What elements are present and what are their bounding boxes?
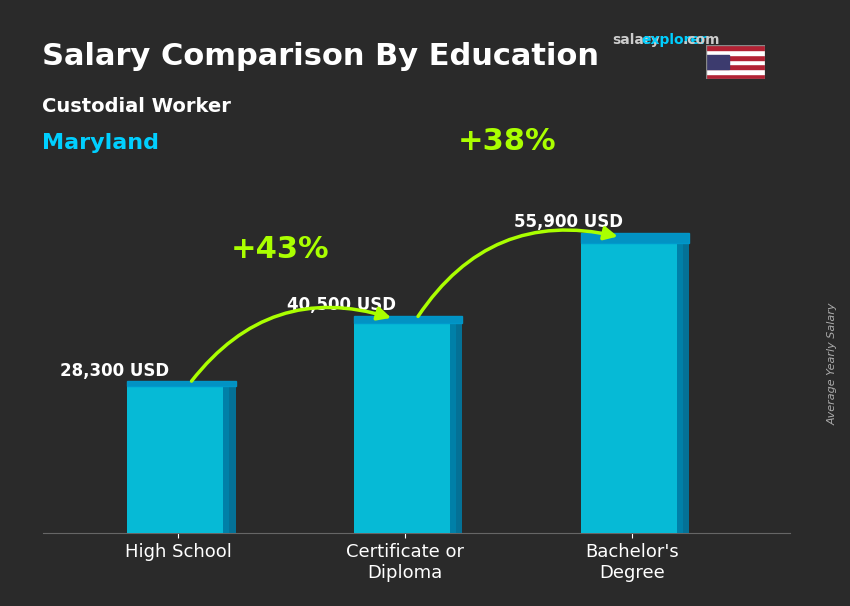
Bar bbox=[706, 55, 765, 60]
Text: +43%: +43% bbox=[231, 235, 330, 264]
Bar bbox=[706, 50, 765, 55]
Bar bbox=[354, 323, 456, 533]
Text: salary: salary bbox=[612, 33, 660, 47]
Text: .com: .com bbox=[683, 33, 720, 47]
Bar bbox=[706, 64, 765, 69]
Text: explorer: explorer bbox=[642, 33, 707, 47]
Bar bbox=[128, 386, 230, 533]
Text: Maryland: Maryland bbox=[42, 133, 160, 153]
Bar bbox=[706, 55, 729, 69]
Bar bbox=[706, 74, 765, 79]
Bar bbox=[706, 60, 765, 64]
Bar bbox=[706, 69, 765, 74]
Bar bbox=[581, 243, 683, 533]
Bar bbox=[354, 316, 462, 323]
Text: +38%: +38% bbox=[458, 127, 557, 156]
Bar bbox=[224, 386, 235, 533]
Bar bbox=[706, 45, 765, 50]
Text: 28,300 USD: 28,300 USD bbox=[60, 362, 170, 381]
Text: Custodial Worker: Custodial Worker bbox=[42, 97, 231, 116]
Text: 40,500 USD: 40,500 USD bbox=[287, 296, 396, 315]
Bar bbox=[128, 381, 235, 386]
Text: Salary Comparison By Education: Salary Comparison By Education bbox=[42, 42, 599, 72]
Text: Average Yearly Salary: Average Yearly Salary bbox=[827, 302, 837, 425]
Bar bbox=[677, 243, 689, 533]
Text: 55,900 USD: 55,900 USD bbox=[514, 213, 623, 231]
Bar bbox=[581, 233, 689, 243]
Bar bbox=[450, 323, 462, 533]
